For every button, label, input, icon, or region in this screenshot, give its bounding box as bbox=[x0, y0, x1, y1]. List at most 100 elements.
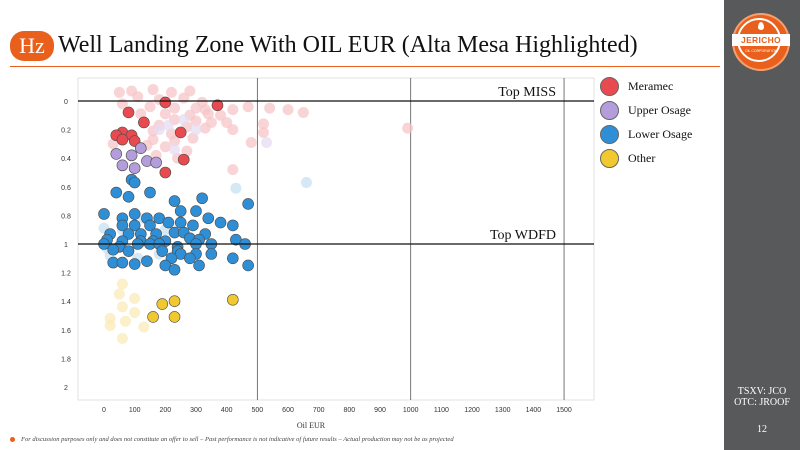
data-point-faded bbox=[135, 108, 147, 120]
data-point-faded bbox=[202, 108, 214, 120]
data-point-faded bbox=[261, 136, 273, 148]
data-point bbox=[128, 208, 141, 220]
data-point bbox=[227, 252, 239, 265]
data-point-faded bbox=[300, 177, 312, 189]
data-point-faded bbox=[116, 332, 128, 344]
data-point bbox=[156, 298, 169, 310]
data-point-faded bbox=[178, 114, 190, 126]
data-point bbox=[159, 166, 172, 179]
y-tick-label: 2 bbox=[64, 385, 68, 392]
plot-area bbox=[77, 77, 595, 401]
data-point-faded bbox=[147, 84, 159, 96]
data-point-faded bbox=[162, 119, 174, 131]
data-point bbox=[98, 208, 110, 220]
x-axis-label: Oil EUR bbox=[297, 421, 326, 430]
data-point bbox=[174, 216, 187, 229]
data-point-faded bbox=[159, 141, 171, 153]
y-tick-label: 1.6 bbox=[61, 328, 71, 335]
data-point-faded bbox=[116, 278, 128, 290]
legend-label: Meramec bbox=[628, 79, 674, 93]
x-tick-label: 1400 bbox=[526, 407, 542, 414]
data-point-faded bbox=[181, 145, 193, 157]
data-point-faded bbox=[159, 108, 171, 120]
data-point bbox=[242, 259, 254, 272]
data-point bbox=[125, 149, 138, 162]
data-point-faded bbox=[242, 101, 254, 113]
legend-label: Other bbox=[628, 151, 656, 165]
data-point bbox=[144, 219, 156, 232]
data-point bbox=[174, 205, 187, 217]
data-point-faded bbox=[113, 288, 125, 300]
data-point-faded bbox=[282, 104, 294, 116]
data-point-faded bbox=[165, 86, 177, 98]
legend-item: Upper Osage bbox=[600, 100, 720, 122]
data-point bbox=[202, 212, 215, 225]
footer-disclaimer: For discussion purposes only and does no… bbox=[10, 436, 710, 443]
y-tick-label: 0.8 bbox=[61, 213, 71, 220]
data-point bbox=[116, 133, 129, 146]
data-point bbox=[227, 219, 239, 232]
data-point bbox=[147, 311, 159, 323]
data-point-faded bbox=[257, 126, 269, 138]
y-tick-label: 1.2 bbox=[61, 271, 71, 278]
data-point bbox=[107, 243, 120, 256]
data-point-faded bbox=[129, 307, 141, 319]
legend-label: Upper Osage bbox=[628, 103, 691, 117]
data-point bbox=[205, 248, 218, 260]
data-point-faded bbox=[119, 315, 131, 327]
ticker-otc: OTC: JROOF bbox=[734, 397, 790, 408]
data-point bbox=[168, 295, 181, 308]
data-point-faded bbox=[257, 118, 269, 130]
data-point bbox=[128, 162, 141, 175]
y-tick-label: 0.6 bbox=[61, 185, 71, 192]
data-point bbox=[141, 255, 153, 267]
y-tick-label: 0.2 bbox=[61, 128, 71, 135]
data-point bbox=[122, 191, 135, 203]
ticker-tsxv: TSXV: JCO bbox=[737, 386, 787, 397]
data-point-faded bbox=[169, 144, 181, 156]
y-tick-label: 0.4 bbox=[61, 156, 71, 163]
data-point bbox=[177, 153, 190, 166]
data-point-faded bbox=[113, 86, 125, 98]
data-point-faded bbox=[227, 124, 239, 136]
y-tick-label: 1 bbox=[64, 242, 68, 249]
data-point bbox=[162, 216, 175, 229]
data-point bbox=[190, 205, 202, 217]
data-point-faded bbox=[129, 292, 141, 304]
data-point bbox=[128, 219, 141, 232]
data-point-faded bbox=[402, 122, 414, 134]
flame-icon bbox=[758, 22, 764, 30]
data-point-faded bbox=[245, 136, 257, 148]
slide-title: Well Landing Zone With OIL EUR (Alta Mes… bbox=[58, 32, 638, 58]
x-tick-label: 900 bbox=[374, 407, 386, 414]
legend-swatch bbox=[600, 125, 619, 144]
company-logo: JERICHO OIL CORPORATION bbox=[732, 13, 790, 71]
y-tick-label: 1.4 bbox=[61, 299, 71, 306]
reference-line-label: Top WDFD bbox=[490, 228, 556, 243]
legend-swatch bbox=[600, 149, 619, 168]
data-point bbox=[159, 96, 172, 109]
x-tick-label: 1000 bbox=[403, 407, 419, 414]
data-point-faded bbox=[187, 132, 199, 144]
data-point bbox=[144, 186, 156, 199]
data-point-faded bbox=[107, 138, 119, 150]
x-tick-label: 600 bbox=[282, 407, 294, 414]
data-point-faded bbox=[190, 124, 202, 136]
data-point bbox=[187, 219, 199, 232]
scatter-chart: 0 0.2 0.4 0.6 0.8 1 1.2 1.4 1.6 1.8 2 0 100 200 300 400… bbox=[61, 77, 595, 430]
x-tick-label: 200 bbox=[159, 407, 171, 414]
sidebar bbox=[724, 0, 800, 450]
data-point bbox=[184, 252, 196, 265]
data-point bbox=[168, 195, 181, 207]
data-point bbox=[116, 219, 129, 232]
title-divider bbox=[10, 66, 720, 67]
data-point-faded bbox=[199, 122, 211, 134]
data-point-faded bbox=[178, 92, 190, 104]
legend-item: Other bbox=[600, 148, 720, 170]
logo-text: JERICHO bbox=[732, 34, 790, 46]
data-point bbox=[211, 99, 224, 112]
data-point bbox=[168, 263, 181, 276]
data-point bbox=[110, 186, 123, 199]
x-tick-label: 500 bbox=[252, 407, 264, 414]
bullet-icon bbox=[10, 437, 15, 443]
